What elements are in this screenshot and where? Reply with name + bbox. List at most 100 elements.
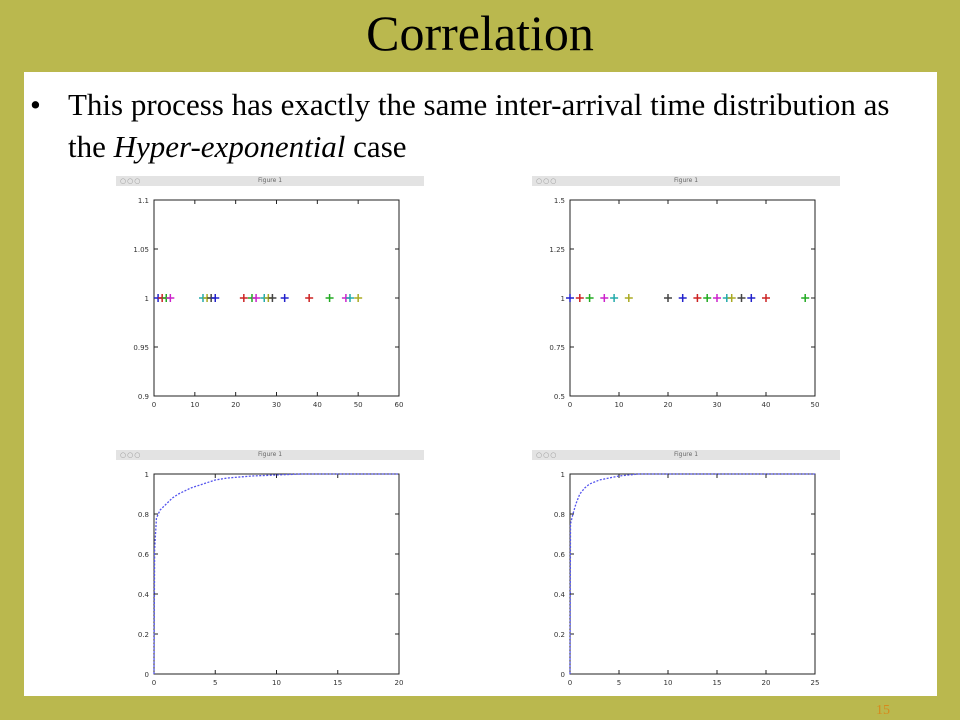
x-tick-label: 15 xyxy=(333,679,342,687)
x-tick-label: 0 xyxy=(152,401,156,409)
data-point xyxy=(727,294,736,302)
x-tick-label: 25 xyxy=(811,679,820,687)
bullet-text-start: This process has exactly the same inter-… xyxy=(68,87,890,164)
x-tick-label: 10 xyxy=(190,401,199,409)
series-line xyxy=(569,473,815,675)
window-controls[interactable]: ○○○ xyxy=(120,451,142,459)
y-tick-label: 0.9 xyxy=(138,393,149,401)
chart-3: 0 5 10 15 20 0 0.2 0.4 0.6 0.8 1 xyxy=(116,460,424,692)
y-tick-label: 0 xyxy=(561,671,565,679)
y-tick-label: 0.4 xyxy=(138,591,150,599)
data-point xyxy=(713,294,721,302)
bullet-dot: • xyxy=(30,87,41,122)
figure-titlebar: ○○○ Figure 1 xyxy=(116,450,424,460)
y-tick-label: 1.25 xyxy=(549,246,565,254)
plot-frame xyxy=(153,199,400,397)
y-tick-label: 0.6 xyxy=(554,551,566,559)
x-tick-label: 5 xyxy=(213,679,217,687)
data-point xyxy=(693,294,702,302)
figure-title: Figure 1 xyxy=(257,177,283,184)
plot-frame xyxy=(569,473,816,675)
bullet-item: • This process has exactly the same inte… xyxy=(30,84,910,168)
data-point xyxy=(211,294,220,302)
x-tick-label: 0 xyxy=(568,679,572,687)
data-point xyxy=(280,294,289,302)
data-point xyxy=(600,294,609,302)
figure-window-4: ○○○ Figure 1 0 5 10 15 20 25 0 0.2 0.4 0.6 0.8 1 xyxy=(532,450,840,692)
x-tick-label: 30 xyxy=(713,401,722,409)
slide-title: Correlation xyxy=(366,5,594,61)
data-point xyxy=(762,294,770,302)
y-tick-label: 0.2 xyxy=(138,631,149,639)
x-tick-label: 20 xyxy=(664,401,673,409)
data-point xyxy=(566,294,574,302)
y-tick-label: 1 xyxy=(561,295,565,303)
figure-titlebar: ○○○ Figure 1 xyxy=(532,176,840,186)
window-controls[interactable]: ○○○ xyxy=(120,177,142,185)
x-tick-label: 30 xyxy=(272,401,281,409)
x-tick-label: 0 xyxy=(152,679,156,687)
figure-window-2: ○○○ Figure 1 0 10 20 30 40 50 0.5 0.75 1 1.25 1.5 xyxy=(532,176,840,414)
data-point xyxy=(801,294,810,302)
y-tick-label: 0.75 xyxy=(549,344,565,352)
y-tick-label: 0.6 xyxy=(138,551,150,559)
page-number: 15 xyxy=(876,703,890,718)
bullet-text: This process has exactly the same inter-… xyxy=(68,84,910,168)
figure-window-3: ○○○ Figure 1 0 5 10 15 20 0 0.2 0.4 0.6 0.8 1 xyxy=(116,450,424,692)
x-tick-label: 20 xyxy=(762,679,771,687)
data-point xyxy=(747,294,756,302)
data-point xyxy=(252,294,261,302)
x-tick-label: 20 xyxy=(231,401,240,409)
window-controls[interactable]: ○○○ xyxy=(536,451,558,459)
data-point xyxy=(737,294,746,302)
x-tick-label: 50 xyxy=(811,401,820,409)
data-point xyxy=(678,294,687,302)
figure-title: Figure 1 xyxy=(673,177,699,184)
x-tick-label: 40 xyxy=(762,401,771,409)
chart-1: 0 10 20 30 40 50 60 0.9 0.95 1 1.05 1.1 xyxy=(116,186,424,414)
x-tick-label: 10 xyxy=(272,679,281,687)
data-point xyxy=(585,294,594,302)
content-area: • This process has exactly the same inte… xyxy=(24,72,937,696)
x-tick-label: 0 xyxy=(568,401,572,409)
x-tick-label: 5 xyxy=(617,679,621,687)
y-tick-label: 0 xyxy=(145,671,149,679)
data-point xyxy=(575,294,584,302)
data-point xyxy=(305,294,314,302)
data-point xyxy=(664,294,672,302)
data-point xyxy=(354,294,363,302)
y-tick-label: 0.5 xyxy=(554,393,565,401)
x-tick-label: 20 xyxy=(395,679,404,687)
y-tick-label: 1 xyxy=(561,471,565,479)
x-tick-label: 50 xyxy=(354,401,363,409)
x-tick-label: 60 xyxy=(395,401,404,409)
y-tick-label: 1.1 xyxy=(138,197,149,205)
y-tick-label: 0.95 xyxy=(133,344,149,352)
data-point xyxy=(268,294,277,302)
data-point xyxy=(703,294,712,302)
y-tick-label: 1 xyxy=(145,295,149,303)
x-tick-label: 40 xyxy=(313,401,322,409)
data-point xyxy=(610,294,619,302)
data-point xyxy=(346,294,354,302)
bullet-text-emphasis: Hyper-exponential xyxy=(113,129,346,164)
figure-window-1: ○○○ Figure 1 0 10 20 30 40 50 60 0.9 0.95 1 1.05 1.… xyxy=(116,176,424,414)
plot-frame xyxy=(153,473,400,675)
y-tick-label: 1.05 xyxy=(133,246,149,254)
window-controls[interactable]: ○○○ xyxy=(536,177,558,185)
figure-titlebar: ○○○ Figure 1 xyxy=(532,450,840,460)
chart-4: 0 5 10 15 20 25 0 0.2 0.4 0.6 0.8 1 xyxy=(532,460,840,692)
bullet-text-end: case xyxy=(345,129,407,164)
figure-titlebar: ○○○ Figure 1 xyxy=(116,176,424,186)
y-tick-label: 0.2 xyxy=(554,631,565,639)
x-tick-label: 15 xyxy=(713,679,722,687)
data-point xyxy=(624,294,633,302)
y-tick-label: 0.8 xyxy=(138,511,149,519)
data-point xyxy=(166,294,175,302)
x-tick-label: 10 xyxy=(615,401,624,409)
figure-title: Figure 1 xyxy=(673,451,699,458)
x-tick-label: 10 xyxy=(664,679,673,687)
y-tick-label: 1.5 xyxy=(554,197,565,205)
series-line xyxy=(153,473,399,675)
figure-title: Figure 1 xyxy=(257,451,283,458)
